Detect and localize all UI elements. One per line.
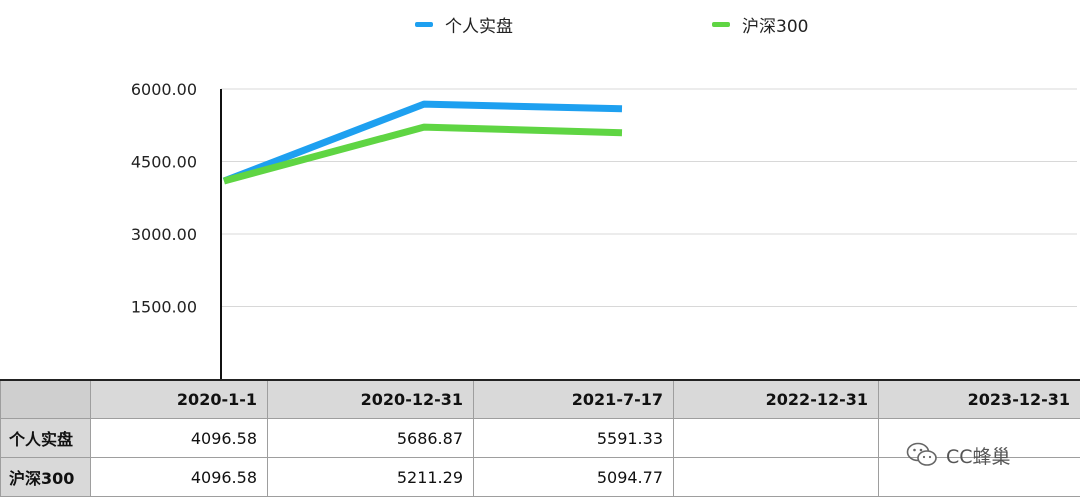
table-corner-cell	[0, 379, 91, 419]
table-cell: 5591.33	[473, 418, 674, 458]
table-row-label: 个人实盘	[0, 418, 91, 458]
table-col-header: 2020-1-1	[90, 379, 268, 419]
table-cell	[878, 457, 1080, 497]
watermark-text: CC蜂巢	[946, 445, 1011, 468]
table-col-header: 2021-7-17	[473, 379, 674, 419]
table-cell	[673, 457, 879, 497]
y-tick-label: 3000.00	[131, 225, 197, 244]
series-line-1	[223, 123, 623, 185]
table-col-header: 2020-12-31	[267, 379, 474, 419]
line-chart: 6000.00 4500.00 3000.00 1500.00	[131, 80, 1077, 379]
table-cell: 5211.29	[267, 457, 474, 497]
data-table: 2020-1-1 2020-12-31 2021-7-17 2022-12-31…	[0, 379, 1080, 497]
y-axis-tick-labels: 6000.00 4500.00 3000.00 1500.00	[131, 80, 197, 317]
table-cell: 5686.87	[267, 418, 474, 458]
table-cell: 5094.77	[473, 457, 674, 497]
table-header-row: 2020-1-1 2020-12-31 2021-7-17 2022-12-31…	[0, 379, 1080, 419]
table-row-label: 沪深300	[0, 457, 91, 497]
table-cell	[673, 418, 879, 458]
gridlines	[221, 88, 1077, 307]
legend-label-0: 个人实盘	[445, 16, 513, 37]
y-tick-label: 1500.00	[131, 298, 197, 317]
legend-label-1: 沪深300	[742, 16, 809, 37]
series-lines	[222, 100, 623, 185]
wechat-chat-icon	[906, 442, 937, 466]
legend-swatch-1	[712, 21, 730, 27]
legend-item-1: 沪深300	[712, 12, 809, 37]
y-tick-label: 4500.00	[131, 153, 197, 172]
watermark: CC蜂巢	[906, 438, 1011, 472]
table-row: 个人实盘 4096.58 5686.87 5591.33	[0, 418, 1080, 458]
table-col-header: 2022-12-31	[673, 379, 879, 419]
series-line-0	[222, 100, 623, 185]
table-cell: 4096.58	[90, 457, 268, 497]
table-cell: 4096.58	[90, 418, 268, 458]
table-col-header: 2023-12-31	[878, 379, 1080, 419]
y-tick-label: 6000.00	[131, 80, 197, 99]
legend-swatch-0	[415, 21, 433, 27]
legend-item-0: 个人实盘	[415, 12, 513, 37]
table-row: 沪深300 4096.58 5211.29 5094.77	[0, 457, 1080, 497]
